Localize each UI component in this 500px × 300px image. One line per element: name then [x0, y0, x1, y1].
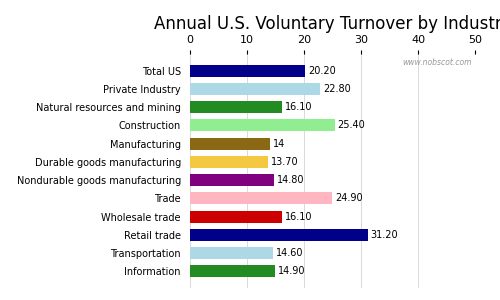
Bar — [190, 138, 270, 149]
Text: 22.80: 22.80 — [323, 84, 350, 94]
Text: 14.60: 14.60 — [276, 248, 303, 258]
Text: 14.90: 14.90 — [278, 266, 305, 276]
Bar — [190, 83, 320, 95]
Text: 31.20: 31.20 — [370, 230, 398, 240]
Text: www.nobscot.com: www.nobscot.com — [402, 58, 472, 67]
Bar — [190, 193, 332, 204]
Text: 14.80: 14.80 — [277, 175, 304, 185]
Bar — [190, 229, 368, 241]
Text: 25.40: 25.40 — [338, 120, 365, 130]
Bar — [190, 211, 282, 223]
Bar — [190, 156, 268, 168]
Text: 16.10: 16.10 — [284, 102, 312, 112]
Bar — [190, 247, 273, 259]
Bar — [190, 266, 275, 278]
Bar — [190, 64, 305, 76]
Bar — [190, 101, 282, 113]
Text: 20.20: 20.20 — [308, 66, 336, 76]
Text: 13.70: 13.70 — [271, 157, 298, 167]
Text: 24.90: 24.90 — [335, 194, 362, 203]
Text: 16.10: 16.10 — [284, 212, 312, 222]
Bar — [190, 174, 274, 186]
Bar — [190, 119, 335, 131]
Text: 14: 14 — [272, 139, 285, 148]
Title: Annual U.S. Voluntary Turnover by Industry: Annual U.S. Voluntary Turnover by Indust… — [154, 15, 500, 33]
